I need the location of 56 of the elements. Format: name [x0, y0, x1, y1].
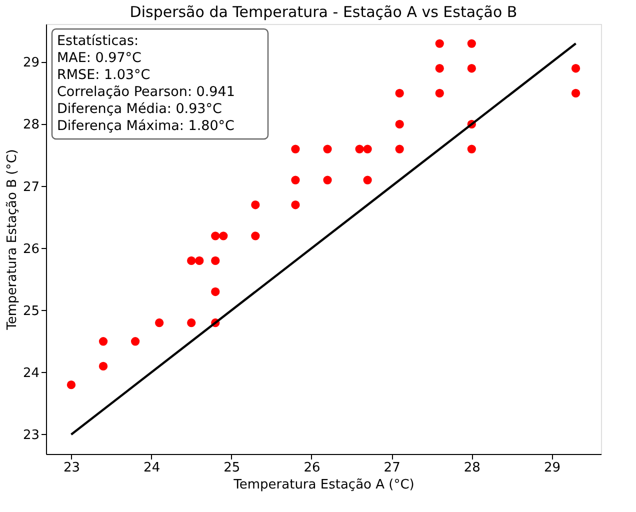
point	[187, 256, 196, 266]
annotation: Estatísticas:	[57, 33, 139, 49]
annotation: Diferença Máxima: 1.80°C	[57, 118, 234, 134]
point	[98, 362, 108, 371]
point	[187, 318, 196, 328]
point	[467, 39, 476, 48]
annotation: Correlação Pearson: 0.941	[57, 84, 235, 100]
point	[98, 337, 108, 346]
y-tick-label: 23	[22, 428, 40, 443]
x-tick-label: 25	[224, 460, 240, 476]
y-tick-label: 28	[22, 118, 40, 133]
point	[395, 88, 404, 98]
y-tick-label: 24	[22, 366, 40, 381]
point	[251, 200, 260, 210]
y-tick-label: 29	[22, 56, 40, 71]
point	[467, 144, 476, 154]
point	[435, 64, 444, 73]
x-tick-label: 27	[384, 460, 400, 476]
point	[323, 176, 332, 184]
chart-title: Dispersão da Temperatura - Estação A vs Estação B	[130, 3, 518, 21]
point	[291, 200, 300, 210]
point	[323, 144, 332, 154]
point	[395, 144, 404, 154]
point	[363, 176, 372, 184]
point	[435, 88, 444, 98]
point	[211, 232, 220, 240]
annotation: MAE: 0.97°C	[57, 50, 142, 66]
x-tick-label: 26	[304, 460, 320, 476]
y-tick-label: 27	[22, 180, 40, 195]
y-tick-label: 26	[22, 242, 40, 257]
x-tick-label: 24	[144, 460, 160, 476]
point	[211, 256, 220, 266]
x-tick-label: 28	[464, 460, 480, 476]
x-tick-label: 29	[544, 460, 561, 476]
point	[467, 64, 476, 73]
point	[435, 39, 444, 48]
point	[219, 232, 228, 240]
point	[571, 64, 580, 73]
point	[130, 337, 140, 346]
point	[211, 287, 220, 296]
y-tick-label: 25	[22, 304, 40, 319]
annotation: RMSE: 1.03°C	[57, 67, 150, 83]
point	[66, 380, 76, 390]
x-axis-title: Temperatura Estação A (°C)	[232, 478, 414, 492]
point	[363, 144, 372, 154]
annotation: Diferença Média: 0.93°C	[57, 101, 222, 117]
point	[154, 318, 164, 328]
x-tick-label: 23	[63, 460, 80, 476]
point	[571, 88, 580, 98]
point	[195, 256, 204, 266]
point	[355, 144, 364, 154]
point	[291, 176, 300, 184]
point	[395, 120, 404, 129]
y-axis-title: Temperatura Estação B (°C)	[4, 149, 20, 331]
point	[251, 232, 260, 240]
point	[291, 144, 300, 154]
